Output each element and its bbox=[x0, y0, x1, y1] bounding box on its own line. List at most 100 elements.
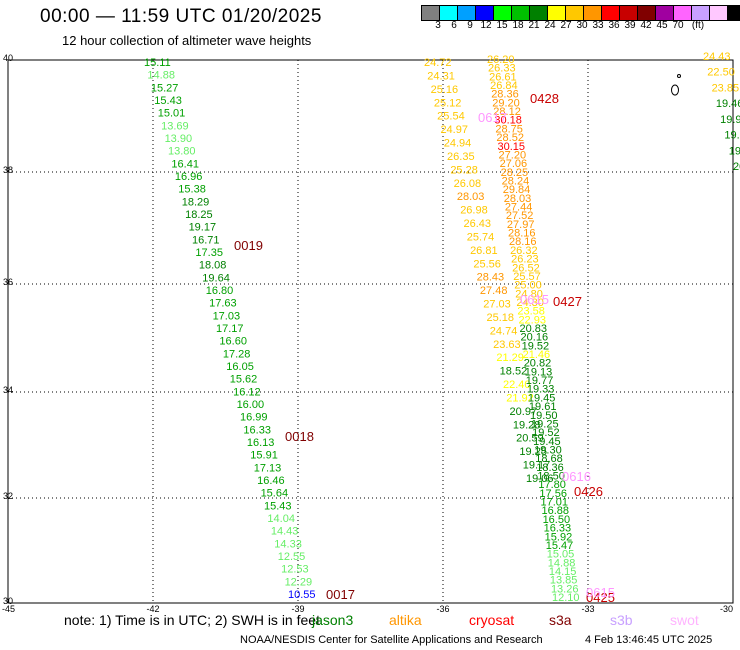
lat-label: 32 bbox=[3, 491, 13, 501]
scale-label: 30 bbox=[576, 20, 588, 31]
scale-unit: (ft) bbox=[691, 20, 705, 31]
swh-value-track-mid-b: 20.82 bbox=[524, 358, 552, 370]
island-outline bbox=[677, 74, 681, 78]
swh-value-track-left: 14.04 bbox=[267, 513, 295, 525]
swh-value-track-mid-b: 28.25 bbox=[501, 167, 529, 179]
swh-value-track-mid-b: 24.80 bbox=[515, 288, 543, 300]
swh-value-track-mid-a: 18.52 bbox=[500, 366, 528, 378]
swh-value-track-mid-b: 15.05 bbox=[547, 549, 575, 561]
lat-label: 36 bbox=[3, 277, 13, 287]
swh-value-track-left: 15.64 bbox=[261, 488, 289, 500]
footer-timestamp: 4 Feb 13:46:45 UTC 2025 bbox=[585, 634, 713, 646]
swh-value-track-right: 24.43 bbox=[703, 51, 731, 63]
swh-value-track-left: 12.53 bbox=[281, 564, 309, 576]
legend-jason3: jason3 bbox=[312, 612, 354, 628]
swh-value-track-mid-b: 16.88 bbox=[542, 505, 570, 517]
scale-label: 9 bbox=[467, 20, 473, 31]
swh-value-track-left: 15.43 bbox=[154, 95, 182, 107]
legend-altika: altika bbox=[389, 612, 422, 628]
swh-value-track-mid-b: 28.16 bbox=[509, 236, 537, 248]
swh-value-track-left: 10.55 bbox=[288, 589, 316, 601]
swh-value-track-mid-a: 24.94 bbox=[444, 138, 472, 150]
swh-value-track-left: 16.05 bbox=[226, 361, 254, 373]
lat-label: 30 bbox=[3, 596, 13, 606]
swh-value-track-right: 19.9 bbox=[720, 114, 740, 126]
swh-value-track-right: 19.46 bbox=[716, 98, 740, 110]
lon-label: -36 bbox=[436, 604, 449, 614]
swh-value-track-mid-a: 26.98 bbox=[460, 205, 488, 217]
swh-value-track-right: 19. bbox=[729, 145, 740, 157]
swh-value-track-mid-a: 24.74 bbox=[490, 325, 518, 337]
swh-value-track-mid-b: 18.50 bbox=[537, 471, 565, 483]
swh-value-track-mid-b: 27.97 bbox=[507, 219, 535, 231]
swh-value-track-left: 17.03 bbox=[213, 310, 241, 322]
time-label: 0017 bbox=[326, 587, 355, 602]
scale-label: 27 bbox=[560, 20, 572, 31]
swh-value-track-mid-b: 19.50 bbox=[530, 410, 558, 422]
swh-value-track-mid-a: 25.16 bbox=[431, 84, 459, 96]
lon-label: -33 bbox=[581, 604, 594, 614]
time-label: 0426 bbox=[574, 484, 603, 499]
swh-value-track-mid-b: 15.92 bbox=[545, 531, 573, 543]
swh-value-track-mid-b: 19.13 bbox=[525, 366, 553, 378]
swh-value-track-mid-b: 19.77 bbox=[526, 375, 554, 387]
swh-value-track-mid-a: 25.18 bbox=[487, 312, 515, 324]
swh-value-track-mid-b: 19.25 bbox=[531, 418, 559, 430]
swh-value-track-mid-b: 17.80 bbox=[538, 479, 566, 491]
swh-value-track-mid-b: 19.45 bbox=[528, 392, 556, 404]
swh-value-track-left: 16.00 bbox=[237, 399, 265, 411]
swh-value-track-mid-b: 19.33 bbox=[527, 384, 555, 396]
swh-value-track-left: 12.55 bbox=[278, 551, 306, 563]
swh-value-track-mid-b: 28.52 bbox=[496, 132, 524, 144]
swh-value-track-mid-b: 27.44 bbox=[505, 202, 533, 214]
time-label: 0427 bbox=[553, 294, 582, 309]
swh-value-track-right: 20 bbox=[733, 161, 740, 173]
page-subtitle: 12 hour collection of altimeter wave hei… bbox=[62, 33, 312, 48]
swh-value-track-mid-b: 26.32 bbox=[510, 245, 538, 257]
swh-value-track-mid-b: 28.03 bbox=[504, 193, 532, 205]
swh-value-track-mid-b: 26.20 bbox=[487, 54, 515, 66]
swh-value-track-mid-a: 26.81 bbox=[470, 245, 498, 257]
swh-value-track-left: 15.91 bbox=[250, 450, 278, 462]
swh-value-track-left: 16.96 bbox=[175, 171, 203, 183]
swh-value-track-mid-a: 27.48 bbox=[480, 285, 508, 297]
swh-value-track-left: 16.80 bbox=[206, 285, 234, 297]
scale-label: 3 bbox=[435, 20, 441, 31]
swh-value-track-mid-b: 24.30 bbox=[516, 297, 544, 309]
lat-label: 40 bbox=[3, 53, 13, 63]
time-label: 0616 bbox=[562, 469, 591, 484]
time-label: 0615 bbox=[586, 585, 615, 600]
scale-label: 39 bbox=[624, 20, 636, 31]
swh-value-track-mid-b: 15.47 bbox=[546, 540, 574, 552]
swh-value-track-mid-b: 28.12 bbox=[493, 106, 521, 118]
lon-label: -30 bbox=[720, 604, 733, 614]
swh-value-track-mid-a: 19.17 bbox=[523, 460, 551, 472]
swh-value-track-mid-b: 17.56 bbox=[539, 488, 567, 500]
lat-label: 38 bbox=[3, 165, 13, 175]
swh-value-track-mid-b: 20.83 bbox=[520, 323, 548, 335]
swh-value-track-left: 13.69 bbox=[161, 120, 189, 132]
swh-value-track-mid-b: 28.75 bbox=[495, 123, 523, 135]
swh-value-track-mid-b: 30.15 bbox=[497, 141, 525, 153]
swh-value-track-mid-a: 24.31 bbox=[427, 70, 455, 82]
legend-swot: swot bbox=[670, 612, 699, 628]
swh-value-track-mid-b: 27.06 bbox=[500, 158, 528, 170]
swh-value-track-mid-a: 19.25 bbox=[519, 446, 547, 458]
swh-value-track-mid-b: 29.84 bbox=[503, 184, 531, 196]
swh-value-track-mid-a: 25.28 bbox=[450, 164, 478, 176]
swh-value-track-left: 14.33 bbox=[274, 538, 302, 550]
swh-value-track-mid-a: 26.35 bbox=[447, 151, 475, 163]
swh-value-track-left: 12.29 bbox=[285, 576, 313, 588]
swh-value-track-left: 15.27 bbox=[151, 82, 179, 94]
swh-value-track-left: 17.63 bbox=[209, 298, 237, 310]
swh-value-track-left: 16.13 bbox=[247, 437, 275, 449]
legend-s3a: s3a bbox=[549, 612, 572, 628]
swh-value-track-mid-b: 16.50 bbox=[543, 514, 571, 526]
swh-value-track-left: 13.90 bbox=[165, 133, 193, 145]
swh-value-track-mid-b: 22.93 bbox=[518, 314, 546, 326]
scale-label: 42 bbox=[640, 20, 652, 31]
lon-label: -42 bbox=[146, 604, 159, 614]
swh-value-track-left: 16.71 bbox=[192, 234, 220, 246]
scale-label: 18 bbox=[512, 20, 524, 31]
